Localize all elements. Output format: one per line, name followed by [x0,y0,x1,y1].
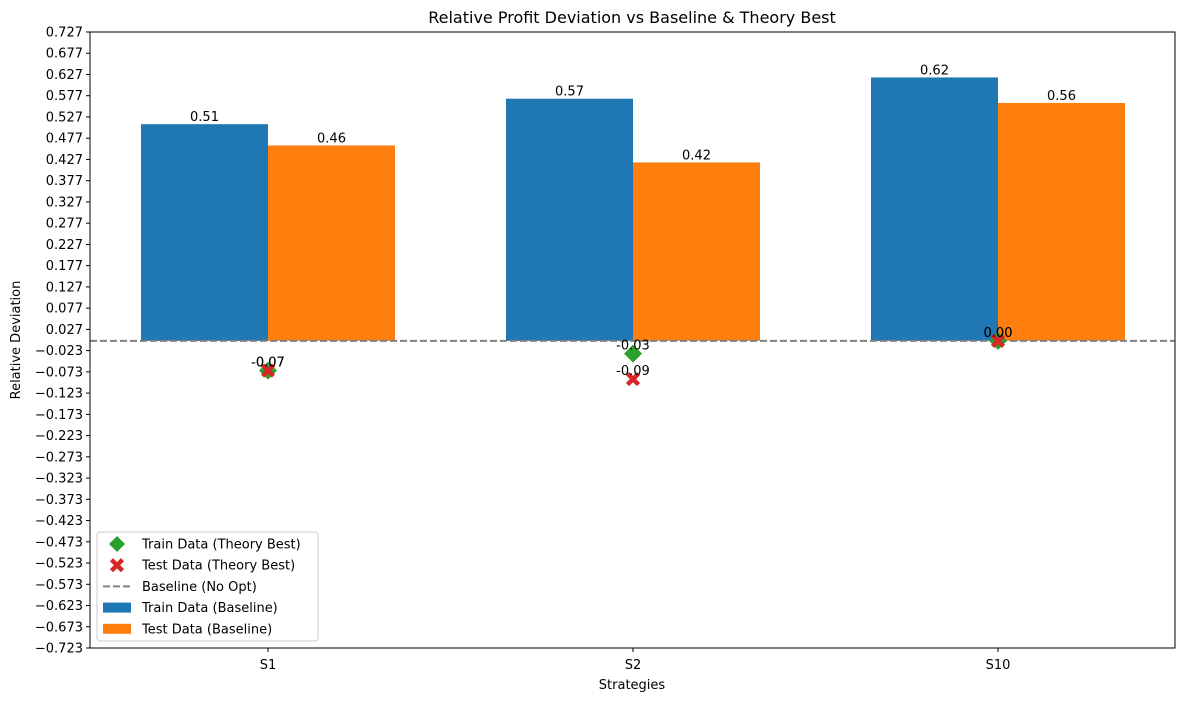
bar-value-label: 0.46 [317,131,346,146]
bar [141,124,268,341]
y-tick-label: −0.073 [35,365,83,380]
legend-label: Train Data (Theory Best) [141,538,301,553]
y-axis: 0.727 0.677 0.627 0.577 0.527 0.477 0.427 0.377… [35,26,90,657]
y-tick-label: −0.523 [35,557,83,572]
bar [871,77,998,341]
x-axis-label: Strategies [599,678,666,693]
y-tick-label: −0.423 [35,514,83,529]
legend-label: Baseline (No Opt) [142,580,257,595]
bars-layer [141,77,1125,341]
legend-diamond-icon [109,536,125,552]
y-tick-label: 0.427 [46,153,83,168]
y-tick-label: −0.473 [35,535,83,550]
bar-value-label: 0.51 [190,110,219,125]
test-theory-marker [260,363,276,378]
plot-frame [89,31,1176,649]
y-tick-label: −0.023 [35,344,83,359]
y-axis-label: Relative Deviation [9,281,24,400]
x-tick-label: S2 [625,658,642,673]
y-tick-label: −0.173 [35,408,83,423]
legend-label: Train Data (Baseline) [141,601,278,616]
train-theory-marker [624,344,642,363]
legend-patch-icon [103,602,131,613]
chart-title: Relative Profit Deviation vs Baseline & … [428,8,836,27]
bar-value-label: 0.62 [920,63,949,78]
legend: Train Data (Theory Best) Test Data (Theor… [96,531,319,642]
y-tick-label: 0.377 [46,174,83,189]
x-stroke [625,371,641,387]
marker-value-label: -0.03 [616,339,650,354]
x-stroke [109,558,125,573]
marker-value-label: 0.00 [984,326,1013,341]
bar-value-label: 0.57 [555,85,584,100]
y-tick-label: 0.677 [46,47,83,62]
legend-box [96,531,319,642]
y-tick-label: 0.527 [46,110,83,125]
y-tick-label: −0.123 [35,387,83,402]
legend-patch-icon [103,623,131,634]
y-tick-label: 0.627 [46,68,83,83]
data-labels-layer: 0.51 0.57 0.62 0.46 0.42 0.56 -0.07 -0.03 0.00 -0… [190,63,1076,379]
y-tick-label: −0.273 [35,450,83,465]
test-theory-marker [990,333,1006,348]
y-tick-label: 0.727 [46,26,83,41]
y-tick-label: 0.277 [46,217,83,232]
y-tick-label: 0.077 [46,302,83,317]
test-theory-marker [625,371,641,387]
bar-value-label: 0.56 [1047,89,1076,104]
y-tick-label: 0.227 [46,238,83,253]
y-tick-label: 0.127 [46,280,83,295]
marker-value-label: 0.00 [984,326,1013,341]
x-tick-label: S10 [986,658,1011,673]
x-tick-label: S1 [260,658,277,673]
y-tick-label: 0.027 [46,323,83,338]
y-tick-label: −0.673 [35,620,83,635]
bar [268,145,395,341]
y-tick-label: 0.577 [46,89,83,104]
y-tick-label: −0.373 [35,493,83,508]
y-tick-label: −0.623 [35,599,83,614]
bar [998,102,1125,341]
bar [633,162,760,341]
x-stroke [260,363,276,378]
y-tick-label: −0.723 [35,642,83,657]
y-tick-label: −0.323 [35,472,83,487]
y-tick-label: −0.573 [35,578,83,593]
legend-label: Test Data (Theory Best) [141,559,295,574]
y-tick-label: 0.477 [46,132,83,147]
y-tick-label: 0.177 [46,259,83,274]
marker-value-label: -0.07 [251,356,285,371]
marker-value-label: -0.07 [251,356,285,371]
marker-value-label: -0.09 [616,364,650,379]
markers-layer [259,331,1007,387]
bar-value-label: 0.42 [682,148,711,163]
x-stroke [990,333,1006,348]
legend-label: Test Data (Baseline) [141,622,272,637]
legend-x-icon [109,558,125,573]
bar [506,98,633,341]
x-axis: S1 S2 S10 [260,648,1011,673]
y-tick-label: 0.327 [46,195,83,210]
y-tick-label: −0.223 [35,429,83,444]
